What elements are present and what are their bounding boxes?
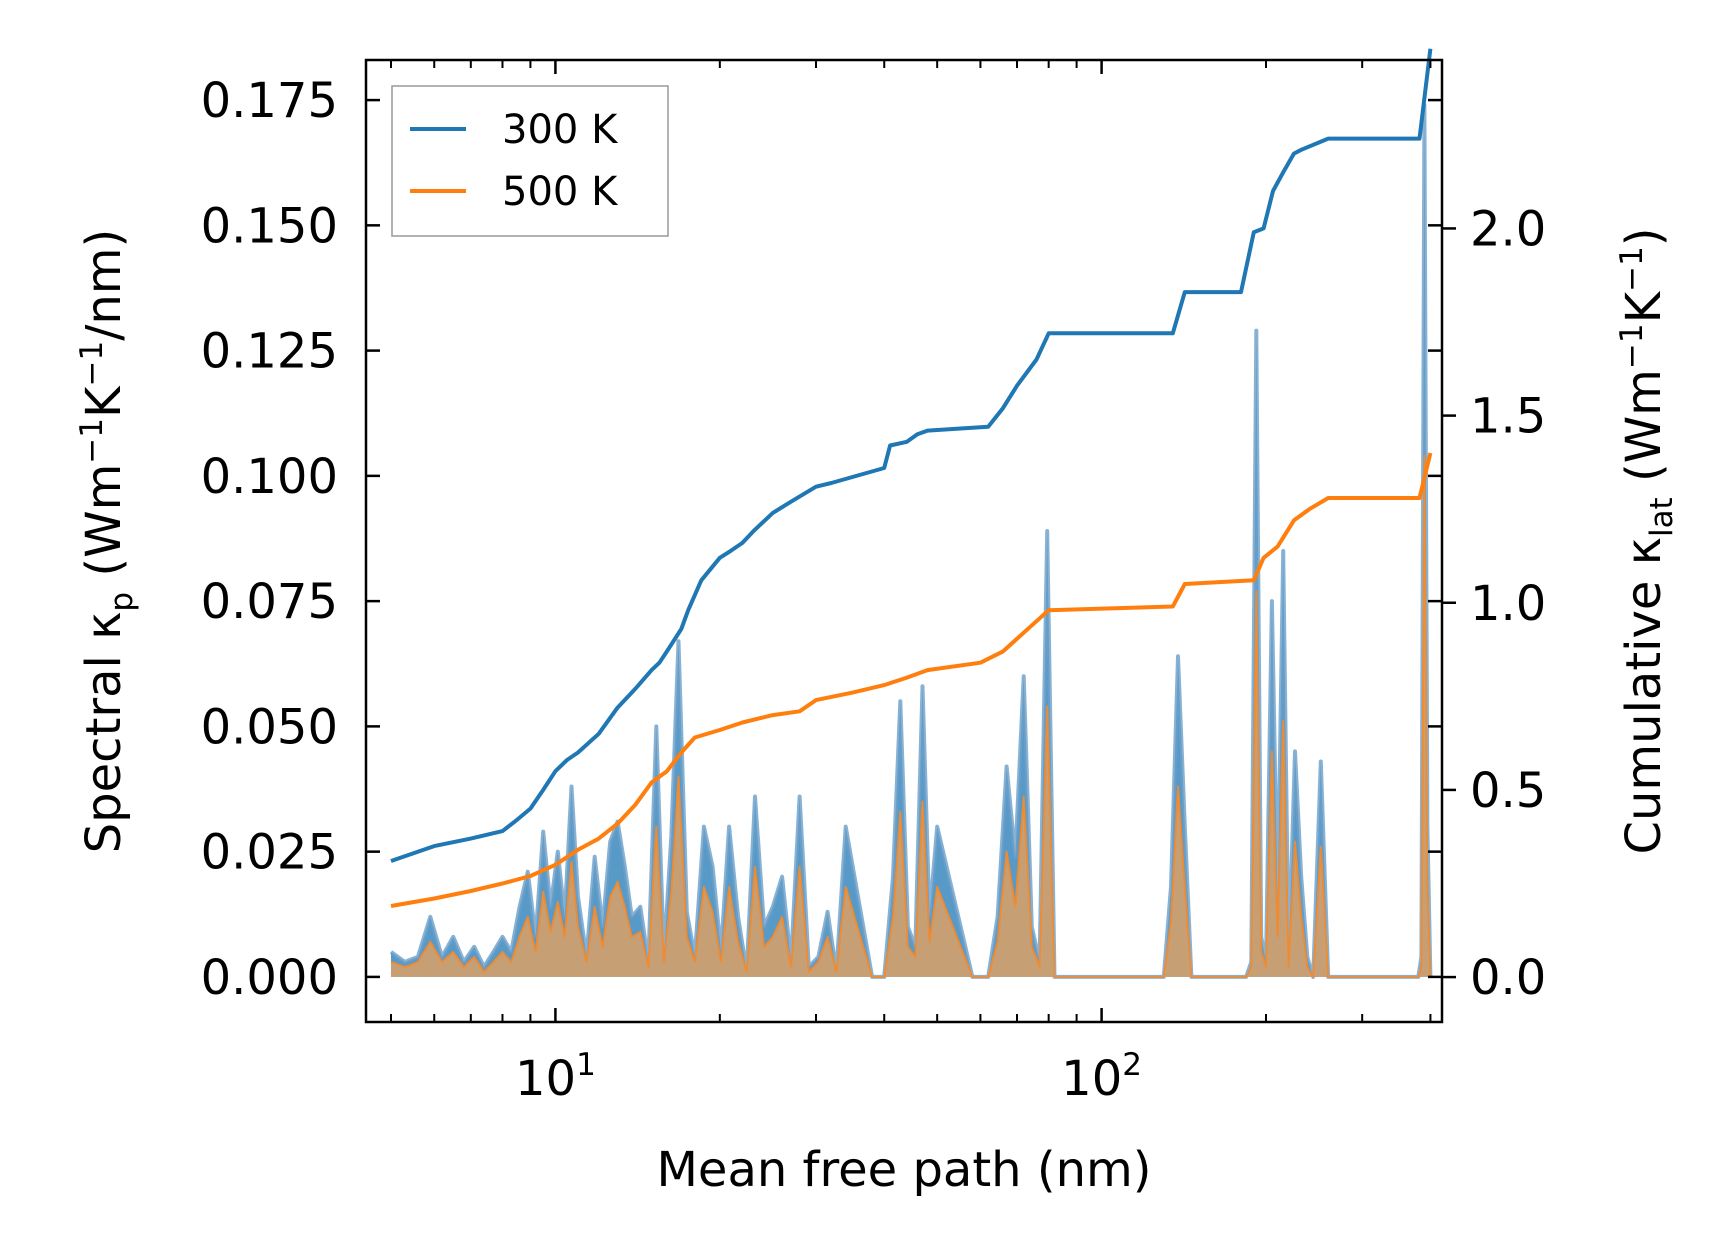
plot-frame [364, 58, 1444, 1024]
left-tick-label: 0.075 [201, 574, 338, 630]
legend-box [391, 85, 669, 237]
legend-label-500k: 500 K [502, 169, 619, 215]
tick-layer [366, 60, 1456, 1022]
right-tick-label: 0.0 [1470, 950, 1546, 1006]
right-tick-label: 0.5 [1470, 763, 1546, 819]
right-tick-label: 1.5 [1470, 389, 1546, 445]
series-line-layer [390, 48, 1433, 908]
spectral-fill-layer [389, 103, 1433, 979]
x-tick-label: 102 [1061, 1047, 1142, 1107]
left-tick-label: 0.100 [201, 449, 338, 505]
left-tick-label: 0.025 [201, 825, 338, 881]
legend: 300 K 500 K [391, 85, 669, 237]
right-tick-label: 2.0 [1470, 201, 1546, 257]
left-tick-label: 0.000 [201, 950, 338, 1006]
left-tick-label: 0.050 [201, 699, 338, 755]
cumulative-line-500k [390, 452, 1433, 908]
spectral-line-300k [389, 103, 1433, 979]
x-tick-label: 101 [515, 1047, 596, 1107]
right-axis-label: Cumulative κlat (Wm−1K−1) [1614, 227, 1680, 854]
legend-label-300k: 300 K [502, 107, 619, 153]
x-axis-label: Mean free path (nm) [657, 1142, 1152, 1198]
left-tick-label: 0.175 [201, 73, 338, 129]
right-tick-label: 1.0 [1470, 576, 1546, 632]
left-tick-label: 0.125 [201, 324, 338, 380]
left-tick-label: 0.150 [201, 198, 338, 254]
spectral-line-500k [390, 454, 1432, 978]
tick-label-layer: 0.000 0.025 0.050 0.075 0.100 0.125 0.150 0.175… [201, 73, 1547, 1107]
cumulative-line-300k [390, 48, 1433, 863]
left-axis-label: Spectral κp (Wm−1K−1/nm) [74, 229, 140, 854]
